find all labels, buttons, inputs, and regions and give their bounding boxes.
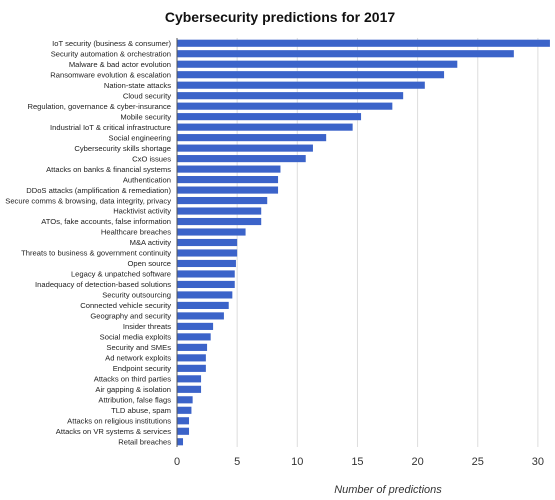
category-label: Cybersecurity skills shortage xyxy=(74,144,171,153)
x-tick-label: 5 xyxy=(234,456,240,468)
bar xyxy=(177,280,235,289)
category-label: Social engineering xyxy=(109,133,171,142)
category-label: DDoS attacks (amplification & remediatio… xyxy=(26,186,171,195)
bar xyxy=(177,438,184,446)
bar xyxy=(177,228,246,236)
bars xyxy=(177,39,550,446)
bar xyxy=(177,207,262,215)
category-label: Insider threats xyxy=(123,322,171,331)
x-tick-label: 30 xyxy=(532,456,544,468)
bar xyxy=(177,39,550,47)
category-label: Industrial IoT & critical infrastructure xyxy=(50,123,171,132)
bar xyxy=(177,259,236,268)
bar xyxy=(177,270,235,278)
category-label: Connected vehicle security xyxy=(80,301,171,310)
bar xyxy=(177,322,214,330)
category-label: Retail breaches xyxy=(118,437,171,446)
bar xyxy=(177,364,206,372)
category-label: Malware & bad actor evolution xyxy=(69,60,171,69)
category-label: ATOs, fake accounts, false information xyxy=(41,217,171,226)
category-label: Regulation, governance & cyber-insurance xyxy=(27,102,171,111)
bar xyxy=(177,312,224,320)
bar xyxy=(177,186,279,194)
bar xyxy=(177,396,193,404)
chart-title: Cybersecurity predictions for 2017 xyxy=(165,9,396,25)
category-label: Legacy & unpatched software xyxy=(71,270,171,279)
category-label: Attacks on VR systems & services xyxy=(56,427,171,436)
category-label: IoT security (business & consumer) xyxy=(52,39,171,48)
bar xyxy=(177,417,190,425)
bar xyxy=(177,134,327,142)
category-label: Hacktivist activity xyxy=(113,207,171,216)
bar xyxy=(177,165,281,173)
category-labels: IoT security (business & consumer)Securi… xyxy=(5,39,171,447)
bar xyxy=(177,196,268,205)
bar xyxy=(177,81,425,89)
x-tick-labels: 0 5 10 15 20 25 30 xyxy=(174,456,544,468)
category-label: Geography and security xyxy=(90,312,171,321)
bar xyxy=(177,354,206,362)
category-label: Security automation & orchestration xyxy=(51,49,171,58)
category-label: Security and SMEs xyxy=(106,343,171,352)
x-tick-label: 20 xyxy=(411,456,423,468)
bar xyxy=(177,155,306,163)
bar xyxy=(177,92,404,100)
category-label: Inadequacy of detection-based solutions xyxy=(35,280,171,289)
x-tick-label: 15 xyxy=(351,456,363,468)
bar xyxy=(177,102,393,110)
bar xyxy=(177,333,211,341)
bar xyxy=(177,301,229,309)
bar xyxy=(177,406,192,414)
category-label: Ransomware evolution & escalation xyxy=(50,70,171,79)
bar xyxy=(177,385,202,393)
bar xyxy=(177,238,238,247)
category-label: Endpoint security xyxy=(113,364,171,373)
bar xyxy=(177,427,190,435)
category-label: Secure comms & browsing, data integrity,… xyxy=(5,196,171,205)
x-tick-label: 25 xyxy=(472,456,484,468)
category-label: TLD abuse, spam xyxy=(111,406,171,415)
bar xyxy=(177,291,233,299)
bar xyxy=(177,249,238,257)
x-tick-label: 0 xyxy=(174,456,180,468)
category-label: Healthcare breaches xyxy=(101,228,171,237)
category-label: Attribution, false flags xyxy=(98,396,171,405)
bar xyxy=(177,113,362,121)
category-label: Authentication xyxy=(123,175,171,184)
category-label: M&A activity xyxy=(130,238,172,247)
bar xyxy=(177,217,262,226)
category-label: Social media exploits xyxy=(100,333,172,342)
x-tick-label: 10 xyxy=(291,456,303,468)
bar xyxy=(177,60,458,68)
bar xyxy=(177,176,279,184)
x-axis-label: Number of predictions xyxy=(334,484,442,496)
bar xyxy=(177,144,313,152)
category-label: Cloud security xyxy=(123,91,171,100)
category-label: Ad network exploits xyxy=(105,354,171,363)
category-label: Nation-state attacks xyxy=(104,81,171,90)
category-label: Air gapping & isolation xyxy=(95,385,171,394)
gridlines xyxy=(236,38,539,447)
category-label: CxO issues xyxy=(132,154,171,163)
category-label: Attacks on religious institutions xyxy=(67,416,171,425)
bar xyxy=(177,50,514,58)
category-label: Mobile security xyxy=(120,112,171,121)
bar xyxy=(177,123,353,131)
category-label: Security outsourcing xyxy=(102,291,171,300)
category-label: Attacks on third parties xyxy=(94,375,171,384)
bar xyxy=(177,375,202,383)
category-label: Open source xyxy=(128,259,171,268)
bar xyxy=(177,71,445,79)
category-label: Attacks on banks & financial systems xyxy=(46,165,171,174)
category-label: Threats to business & government continu… xyxy=(21,249,171,258)
bar xyxy=(177,343,208,351)
